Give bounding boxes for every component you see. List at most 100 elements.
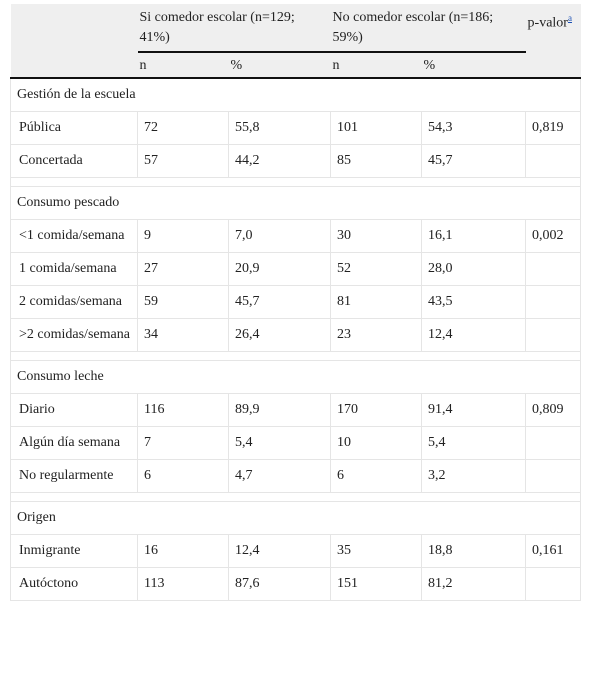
- cell-pct-si: 89,9: [227, 393, 332, 427]
- cell-pct-si: 5,4: [227, 426, 332, 460]
- table-row: Pública 72 55,8 101 54,3 0,819: [10, 111, 582, 145]
- row-label: Autóctono: [10, 567, 138, 601]
- header-group-no-comedor: No comedor escolar (n=186; 59%): [330, 4, 526, 53]
- cell-n-no: 10: [330, 426, 423, 460]
- table-row: Diario 116 89,9 170 91,4 0,809: [10, 393, 582, 427]
- row-label: Pública: [10, 111, 138, 145]
- cell-n-no: 101: [330, 111, 423, 145]
- cell-pvalor: 0,819: [525, 111, 582, 145]
- cell-pct-no: 91,4: [421, 393, 527, 427]
- cell-n-si: 7: [137, 426, 229, 460]
- cell-pct-si: 44,2: [227, 144, 332, 178]
- cell-pct-si: 7,0: [227, 219, 332, 253]
- section-header-row: Gestión de la escuela: [9, 77, 582, 112]
- cell-n-si: 57: [137, 144, 229, 178]
- row-label: Concertada: [10, 144, 138, 178]
- table-row: >2 comidas/semana 34 26,4 23 12,4: [10, 318, 582, 352]
- spacer-cell: [9, 492, 582, 502]
- section-spacer: [9, 177, 582, 187]
- header-pvalor-label: p-valor: [527, 15, 568, 31]
- table-row: Autóctono 113 87,6 151 81,2: [10, 567, 582, 601]
- cell-n-si: 59: [137, 285, 229, 319]
- table-row: Inmigrante 16 12,4 35 18,8 0,161: [10, 534, 582, 568]
- header-empty-cell: [10, 4, 138, 52]
- table-row: Concertada 57 44,2 85 45,7: [10, 144, 582, 178]
- cell-n-no: 30: [330, 219, 423, 253]
- cell-n-si: 116: [137, 393, 229, 427]
- row-label: Diario: [10, 393, 138, 427]
- cell-n-no: 52: [330, 252, 423, 286]
- data-table: Si comedor escolar (n=129; 41%) No comed…: [9, 4, 582, 601]
- header-sub-pct-no: %: [421, 52, 526, 78]
- section-header-row: Origen: [9, 501, 582, 535]
- cell-pct-no: 16,1: [421, 219, 527, 253]
- table-row: No regularmente 6 4,7 6 3,2: [10, 459, 582, 493]
- table-row: 2 comidas/semana 59 45,7 81 43,5: [10, 285, 582, 319]
- cell-n-no: 85: [330, 144, 423, 178]
- cell-n-si: 113: [137, 567, 229, 601]
- table-header: Si comedor escolar (n=129; 41%) No comed…: [10, 4, 581, 78]
- section-title: Consumo pescado: [9, 186, 582, 220]
- cell-n-si: 34: [137, 318, 229, 352]
- cell-n-no: 81: [330, 285, 423, 319]
- cell-pvalor: [525, 318, 582, 352]
- section-header-row: Consumo pescado: [9, 186, 582, 220]
- cell-pvalor: [525, 144, 582, 178]
- table-row: Algún día semana 7 5,4 10 5,4: [10, 426, 582, 460]
- cell-pvalor: [525, 426, 582, 460]
- header-group-si-comedor: Si comedor escolar (n=129; 41%): [137, 4, 331, 53]
- cell-n-si: 16: [137, 534, 229, 568]
- cell-pct-no: 43,5: [421, 285, 527, 319]
- cell-pct-si: 4,7: [227, 459, 332, 493]
- cell-pct-no: 81,2: [421, 567, 527, 601]
- cell-n-no: 6: [330, 459, 423, 493]
- cell-pvalor: [525, 285, 582, 319]
- cell-pct-no: 12,4: [421, 318, 527, 352]
- table-row: <1 comida/semana 9 7,0 30 16,1 0,002: [10, 219, 582, 253]
- cell-pvalor: 0,002: [525, 219, 582, 253]
- row-label: No regularmente: [10, 459, 138, 493]
- cell-n-si: 72: [137, 111, 229, 145]
- cell-pvalor: [525, 252, 582, 286]
- header-empty-cell: [10, 52, 138, 78]
- cell-n-no: 35: [330, 534, 423, 568]
- section-title: Gestión de la escuela: [9, 77, 582, 112]
- cell-pct-si: 26,4: [227, 318, 332, 352]
- section-title: Consumo leche: [9, 360, 582, 394]
- cell-pct-no: 3,2: [421, 459, 527, 493]
- cell-n-no: 23: [330, 318, 423, 352]
- cell-n-si: 9: [137, 219, 229, 253]
- header-sub-n-no: n: [330, 52, 422, 78]
- section-title: Origen: [9, 501, 582, 535]
- cell-pct-si: 45,7: [227, 285, 332, 319]
- cell-pvalor: 0,809: [525, 393, 582, 427]
- cell-pct-no: 54,3: [421, 111, 527, 145]
- cell-pct-si: 12,4: [227, 534, 332, 568]
- table-row: 1 comida/semana 27 20,9 52 28,0: [10, 252, 582, 286]
- header-sub-pct-si: %: [228, 52, 331, 78]
- section-spacer: [9, 492, 582, 502]
- cell-pct-si: 87,6: [227, 567, 332, 601]
- cell-n-si: 27: [137, 252, 229, 286]
- cell-pct-si: 55,8: [227, 111, 332, 145]
- row-label: >2 comidas/semana: [10, 318, 138, 352]
- row-label: 2 comidas/semana: [10, 285, 138, 319]
- spacer-cell: [9, 351, 582, 361]
- row-label: Inmigrante: [10, 534, 138, 568]
- row-label: Algún día semana: [10, 426, 138, 460]
- footnote-link-a[interactable]: a: [567, 13, 572, 23]
- cell-pct-no: 18,8: [421, 534, 527, 568]
- cell-pvalor: 0,161: [525, 534, 582, 568]
- section-header-row: Consumo leche: [9, 360, 582, 394]
- row-label: <1 comida/semana: [10, 219, 138, 253]
- cell-pct-no: 5,4: [421, 426, 527, 460]
- row-label: 1 comida/semana: [10, 252, 138, 286]
- cell-n-no: 151: [330, 567, 423, 601]
- header-pvalor: p-valora: [525, 4, 581, 78]
- cell-n-no: 170: [330, 393, 423, 427]
- table-body: Gestión de la escuela Pública 72 55,8 101 54,…: [9, 77, 582, 601]
- spacer-cell: [9, 177, 582, 187]
- header-sub-n-si: n: [137, 52, 229, 78]
- cell-pct-si: 20,9: [227, 252, 332, 286]
